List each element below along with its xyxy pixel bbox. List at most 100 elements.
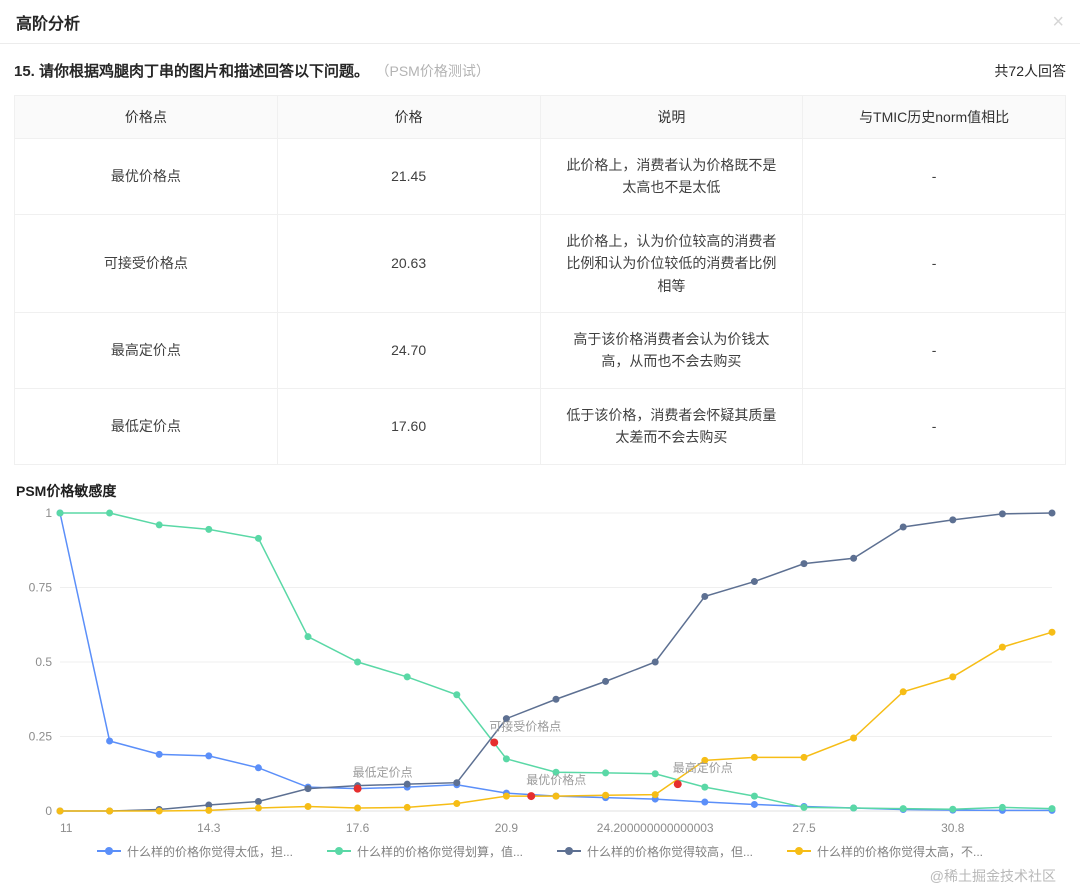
- annotation-label: 最低定价点: [353, 764, 413, 779]
- legend-line-dot-marker: [96, 846, 121, 856]
- annotation-point: [527, 791, 536, 800]
- series-point: [701, 592, 709, 600]
- question-row: 15. 请你根据鸡腿肉丁串的图片和描述回答以下问题。 （PSM价格测试） 共72…: [14, 60, 1066, 81]
- series-point: [899, 687, 907, 695]
- legend-line-dot-marker: [326, 846, 351, 856]
- annotation-point: [353, 784, 362, 793]
- price-cell: 24.70: [276, 311, 541, 389]
- y-axis-tick-label: 0.5: [35, 655, 52, 669]
- series-point: [56, 509, 64, 517]
- series-point: [403, 803, 411, 811]
- series-point: [899, 804, 907, 812]
- series-point: [254, 804, 262, 812]
- series-point: [453, 799, 461, 807]
- series-point: [800, 559, 808, 567]
- series-point: [254, 763, 262, 771]
- series-point: [403, 780, 411, 788]
- annotation-point: [673, 779, 682, 788]
- series-point: [254, 797, 262, 805]
- series-point: [304, 802, 312, 810]
- series-point: [850, 554, 858, 562]
- watermark: @稀土掘金技术社区: [929, 867, 1056, 884]
- norm-compare-cell: -: [802, 387, 1066, 465]
- series-point: [750, 753, 758, 761]
- series-point: [1048, 509, 1056, 517]
- series-point: [850, 804, 858, 812]
- legend-line-dot-marker: [787, 846, 812, 856]
- x-axis-tick-label: 14.3: [197, 821, 221, 835]
- legend-item[interactable]: 什么样的价格你觉得较高，但...: [557, 843, 753, 860]
- series-point: [602, 791, 610, 799]
- x-axis-tick-label: 11: [60, 821, 73, 835]
- table-row: 可接受价格点 20.63 此价格上，认为价位较高的消费者比例和认为价位较低的消费者比…: [14, 213, 1066, 313]
- table-row: 最优价格点 21.45 此价格上，消费者认为价格既不是太高也不是太低 -: [14, 138, 1066, 215]
- chart-title: PSM价格敏感度: [16, 482, 117, 499]
- description-cell: 此价格上，认为价位较高的消费者比例和认为价位较低的消费者比例相等: [539, 213, 804, 313]
- series-point: [1048, 804, 1056, 812]
- description-cell: 低于该价格，消费者会怀疑其质量太差而不会去购买: [539, 387, 804, 465]
- series-point: [750, 577, 758, 585]
- legend-label: 什么样的价格你觉得太低，担...: [126, 844, 293, 859]
- table-column-header: 说明: [539, 95, 804, 139]
- series-point: [899, 523, 907, 531]
- series-point: [701, 756, 709, 764]
- series-point: [651, 769, 659, 777]
- x-axis-tick-label: 27.5: [792, 821, 816, 835]
- series-point: [106, 736, 114, 744]
- series-point: [602, 677, 610, 685]
- series-point: [998, 803, 1006, 811]
- price-cell: 21.45: [276, 138, 541, 215]
- series-point: [998, 509, 1006, 517]
- series-point: [354, 658, 362, 666]
- x-axis-tick-label: 17.6: [346, 821, 370, 835]
- series-point: [998, 643, 1006, 651]
- annotation-label: 最高定价点: [673, 760, 733, 775]
- close-icon[interactable]: ×: [1052, 10, 1064, 33]
- series-point: [304, 784, 312, 792]
- series-point: [701, 798, 709, 806]
- series-point: [750, 792, 758, 800]
- price-cell: 20.63: [276, 213, 541, 313]
- legend-item[interactable]: 什么样的价格你觉得太高，不...: [787, 843, 983, 860]
- chart-legend: 什么样的价格你觉得太低，担... 什么样的价格你觉得划算，值... 什么样的价格你觉…: [14, 843, 1066, 860]
- norm-compare-cell: -: [802, 138, 1066, 215]
- y-axis-tick-label: 0.75: [29, 580, 53, 594]
- series-point: [552, 768, 560, 776]
- series-point: [205, 525, 213, 533]
- panel-title: 高阶分析: [16, 15, 81, 33]
- x-axis-tick-label: 30.8: [941, 821, 965, 835]
- legend-item[interactable]: 什么样的价格你觉得太低，担...: [96, 843, 293, 860]
- annotation-label: 可接受价格点: [489, 718, 561, 733]
- table-column-header: 与TMIC历史norm值相比: [802, 95, 1066, 139]
- series-point: [502, 792, 510, 800]
- series-point: [949, 515, 957, 523]
- series-point: [800, 803, 808, 811]
- table-column-header: 价格: [276, 95, 541, 139]
- series-point: [949, 672, 957, 680]
- series-point: [651, 790, 659, 798]
- legend-label: 什么样的价格你觉得划算，值...: [356, 844, 523, 859]
- table-body: 最优价格点 21.45 此价格上，消费者认为价格既不是太高也不是太低 - 可接受价格点 2…: [14, 138, 1066, 465]
- series-point: [701, 783, 709, 791]
- price-point-cell: 可接受价格点: [14, 213, 278, 313]
- series-point: [56, 807, 64, 815]
- series-point: [155, 807, 163, 815]
- series-point: [651, 658, 659, 666]
- series-point: [453, 690, 461, 698]
- price-point-cell: 最低定价点: [14, 387, 278, 465]
- price-point-cell: 最优价格点: [14, 138, 278, 215]
- x-axis-tick-label: 20.9: [495, 821, 519, 835]
- y-axis-tick-label: 0: [45, 804, 52, 818]
- series-point: [403, 672, 411, 680]
- norm-compare-cell: -: [802, 311, 1066, 389]
- series-point: [1048, 628, 1056, 636]
- panel-content: 15. 请你根据鸡腿肉丁串的图片和描述回答以下问题。 （PSM价格测试） 共72…: [0, 44, 1080, 886]
- y-axis-tick-label: 1: [45, 506, 52, 520]
- table-header-row: 价格点 价格 说明 与TMIC历史norm值相比: [14, 95, 1066, 139]
- annotation-label: 最优价格点: [526, 772, 586, 787]
- y-axis-tick-label: 0.25: [29, 729, 53, 743]
- x-axis-tick-label: 24.200000000000003: [597, 821, 714, 835]
- legend-item[interactable]: 什么样的价格你觉得划算，值...: [326, 843, 523, 860]
